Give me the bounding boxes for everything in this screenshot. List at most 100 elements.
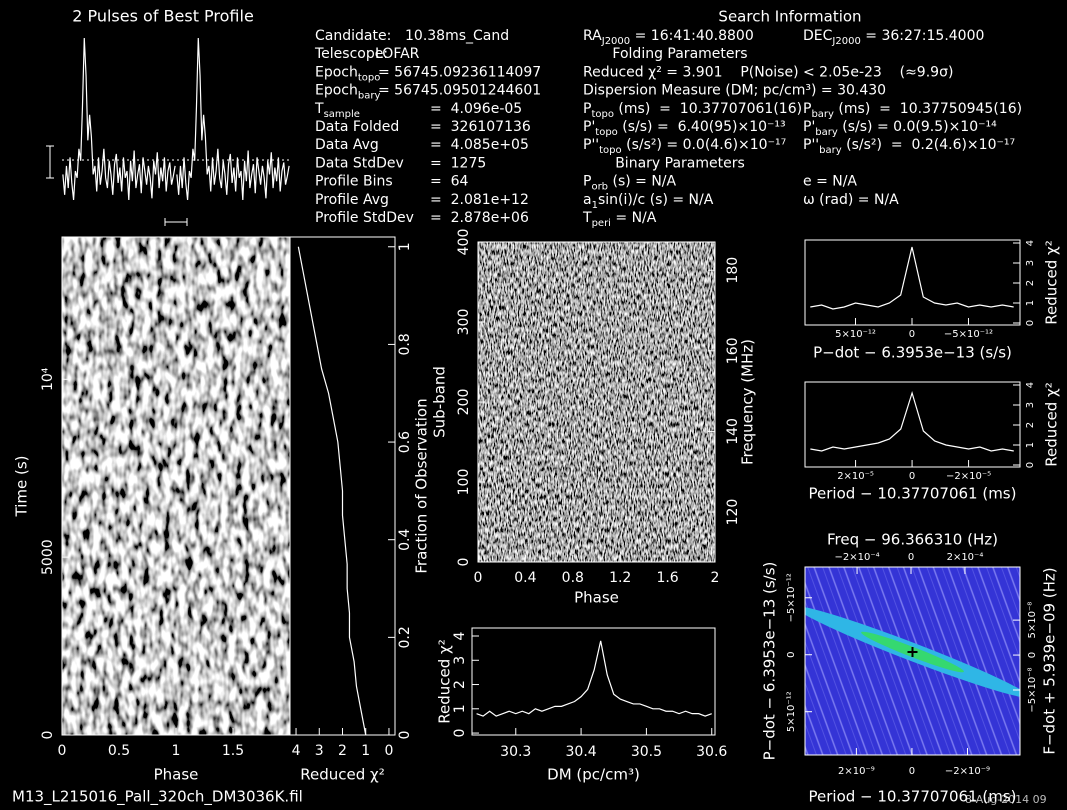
bottom-tick-label: 1.5 — [222, 743, 244, 759]
left-tick-label: 400 — [456, 229, 472, 256]
right-tick-label: 1 — [1025, 300, 1036, 306]
left-tick-label: −5×10⁻¹² — [786, 573, 797, 622]
bottom-tick-label: 30.4 — [566, 744, 597, 760]
info-subscript: J2000 — [601, 36, 630, 47]
left-tick-label: 2 — [452, 680, 468, 689]
bottom-tick-label: −2×10⁻⁵ — [946, 471, 991, 482]
left-tick-label: 1 — [452, 704, 468, 713]
info-text: Profile Bins — [315, 174, 393, 190]
info-text: Data Avg — [315, 137, 379, 153]
best-fit-marker — [907, 647, 918, 657]
right-tick-label: 1 — [1025, 442, 1036, 448]
info-subscript: topo — [599, 145, 622, 156]
info-label: P — [583, 101, 591, 117]
data-line — [810, 390, 1014, 452]
bottom-tick-label: 2 — [711, 570, 720, 586]
info-value: = 2.878e+06 — [430, 210, 529, 226]
axis-title: Reduced χ² — [1043, 382, 1061, 466]
bottom-tick-label: 2×10⁻⁹ — [838, 766, 875, 777]
bottom-tick-label: 0.8 — [562, 570, 584, 586]
right-tick-label: 0 — [1025, 462, 1036, 468]
right-tick-label: 0.2 — [397, 626, 413, 648]
profile-line — [176, 37, 290, 201]
bottom-tick-label: −2×10⁻⁹ — [945, 766, 990, 777]
info-text: P'topo (s/s) = 6.40(95)×10⁻¹³ — [583, 119, 786, 138]
data-line — [476, 640, 712, 717]
bottom-tick-label: 4 — [292, 743, 301, 759]
info-label: T — [582, 210, 592, 226]
info-value: = 64 — [430, 174, 469, 190]
info-label: P'' — [583, 137, 599, 153]
axis-title: Fraction of Observation — [413, 398, 431, 573]
axis-title: Sub-band — [431, 366, 449, 438]
intensity-image — [478, 242, 715, 562]
info-label: DEC — [803, 28, 833, 44]
left-tick-label: 4 — [452, 631, 468, 640]
info-value: = 56745.09236114097 — [378, 64, 541, 80]
chi2-plane — [805, 567, 1020, 755]
info-subscript: topo — [591, 109, 614, 120]
info-text: Epochtopo — [315, 64, 380, 83]
info-text: Tsample — [314, 101, 360, 120]
info-text: P''topo (s/s²) = 0.0(4.6)×10⁻¹⁷ — [583, 137, 786, 156]
info-text: DECJ2000 = 36:27:15.4000 — [803, 28, 984, 47]
info-text: Porb (s) = N/A — [583, 174, 677, 193]
info-value: (s/s) = 0.0(9.5)×10⁻¹⁴ — [838, 119, 997, 135]
bottom-tick-label: 30.5 — [631, 744, 662, 760]
date: 8-Aug-2014 09 — [965, 793, 1047, 806]
right-tick-label: 3 — [1025, 260, 1036, 266]
info-label: Candidate: — [315, 28, 391, 44]
bottom-tick-label: 0 — [384, 743, 393, 759]
info-subscript: 1 — [592, 200, 598, 211]
axis-title: Reduced χ² — [1043, 240, 1061, 324]
axis-title: Time (s) — [13, 456, 31, 518]
right-tick-label: 2 — [1025, 280, 1036, 286]
filename: M13_L215016_Pall_320ch_DM3036K.fil — [12, 788, 303, 807]
info-label: Data StdDev — [315, 155, 404, 171]
left-tick-label: 100 — [456, 469, 472, 496]
info-subscript: bary — [358, 91, 381, 102]
info-text: Epochbary — [315, 83, 380, 102]
info-value: = 56745.09501244601 — [378, 83, 541, 99]
chart-title: 2 Pulses of Best Profile — [72, 7, 254, 26]
plot-frame — [804, 566, 1021, 756]
profile-line — [62, 37, 176, 201]
info-text: a1sin(i)/c (s) = N/A — [583, 192, 714, 211]
info-label: P — [803, 101, 811, 117]
axis-title: Phase — [574, 589, 619, 607]
info-value: (s/s) = 6.40(95)×10⁻¹³ — [618, 119, 786, 135]
top-tick-label: 0 — [908, 552, 914, 563]
bottom-tick-label: 0 — [909, 766, 915, 777]
bottom-tick-label: 2×10⁻⁵ — [837, 471, 874, 482]
right-tick-label: 0.4 — [397, 528, 413, 550]
axis-title: P−dot − 6.3953e−13 (s/s) — [813, 344, 1012, 362]
info-subscript: J2000 — [831, 36, 860, 47]
axis-title: F−dot + 5.939e−09 (Hz) — [1041, 567, 1059, 754]
bottom-tick-label: 30.6 — [696, 744, 727, 760]
info-text: Dispersion Measure (DM; pc/cm³) = 30.430 — [583, 83, 886, 99]
right-tick-label: 0 — [397, 731, 413, 740]
info-value: (ms) = 10.37707061(16) — [614, 101, 802, 117]
info-text: Candidate: — [315, 28, 391, 44]
info-label: Epoch — [315, 83, 358, 99]
bottom-tick-label: 0 — [909, 329, 915, 340]
info-label: RA — [583, 28, 602, 44]
info-text: ω (rad) = N/A — [803, 192, 899, 208]
left-tick-label: 200 — [456, 389, 472, 416]
info-subscript: peri — [592, 218, 611, 229]
left-tick-label: 3 — [452, 656, 468, 665]
info-value: 10.38ms_Cand — [405, 28, 509, 44]
info-value: = 4.085e+05 — [430, 137, 529, 153]
left-tick-label: 5×10⁻¹² — [786, 691, 797, 732]
info-value: Dispersion Measure (DM; pc/cm³) = 30.430 — [583, 83, 886, 99]
right-tick-label: 180 — [725, 257, 741, 284]
info-subscript: topo — [358, 72, 381, 83]
info-label: Telescope: — [314, 46, 388, 62]
bottom-tick-label: 5×10⁻¹² — [835, 329, 876, 340]
info-text: Telescope: — [314, 46, 388, 62]
axis-title: Reduced χ² — [300, 766, 384, 784]
info-label: P'' — [803, 137, 819, 153]
info-text: Ptopo (ms) = 10.37707061(16) — [583, 101, 802, 120]
info-text: Profile Avg — [315, 192, 389, 208]
axis-title: Phase — [154, 766, 199, 784]
